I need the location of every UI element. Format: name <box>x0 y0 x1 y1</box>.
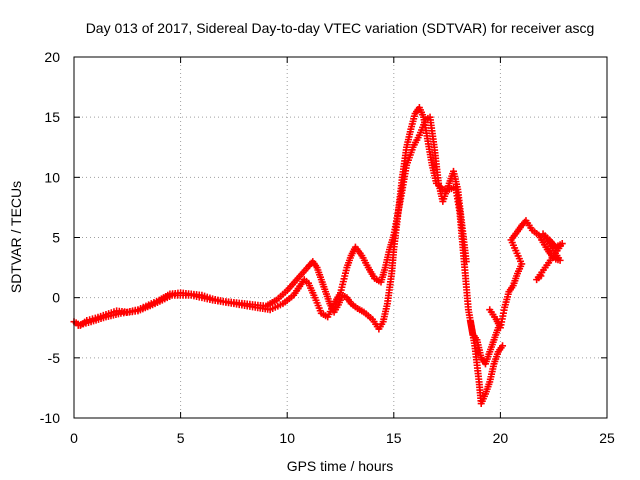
x-tick-label: 0 <box>70 430 78 446</box>
chart-title: Day 013 of 2017, Sidereal Day-to-day VTE… <box>86 20 595 36</box>
x-tick-label: 25 <box>599 430 615 446</box>
x-tick-label: 10 <box>279 430 295 446</box>
x-axis-label: GPS time / hours <box>287 458 394 474</box>
y-tick-label: 15 <box>44 109 60 125</box>
data-point <box>537 272 545 280</box>
y-tick-label: -10 <box>40 410 60 426</box>
data-point <box>499 342 507 350</box>
data-points <box>70 104 566 408</box>
y-tick-label: 0 <box>52 290 60 306</box>
y-axis-label: SDTVAR / TECUs <box>8 181 24 293</box>
y-axis: -10 -5 0 5 10 15 20 <box>40 49 607 426</box>
x-tick-label: 20 <box>493 430 509 446</box>
y-tick-label: -5 <box>48 350 61 366</box>
x-tick-label: 15 <box>386 430 402 446</box>
y-tick-label: 5 <box>52 230 60 246</box>
plot-frame <box>73 56 608 419</box>
grid <box>74 57 607 418</box>
y-tick-label: 10 <box>44 169 60 185</box>
x-tick-label: 5 <box>177 430 185 446</box>
y-tick-label: 20 <box>44 49 60 65</box>
data-point <box>462 258 470 266</box>
x-axis: 0 5 10 15 20 25 <box>70 57 615 446</box>
